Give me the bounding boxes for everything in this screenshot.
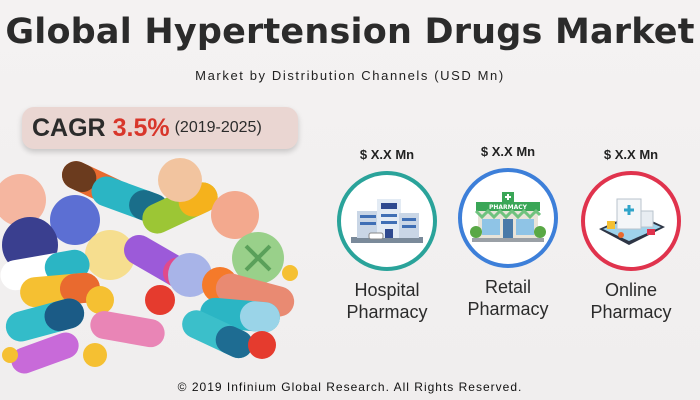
tablet-pill xyxy=(50,195,100,245)
channel-value: $ X.X Mn xyxy=(603,147,659,162)
hospital-icon xyxy=(351,199,423,243)
tablet-pill xyxy=(158,158,202,202)
channel-ring xyxy=(581,171,681,271)
tablet-pill xyxy=(86,286,114,314)
cagr-badge: CAGR 3.5% (2019-2025) xyxy=(22,107,298,149)
channel-name-line2: Pharmacy xyxy=(346,302,428,322)
tablet-pill xyxy=(211,191,259,239)
tablet-pill xyxy=(2,347,18,363)
tablet-pill xyxy=(145,285,175,315)
capsule-pill xyxy=(182,310,253,359)
cagr-value: 3.5% xyxy=(112,113,170,142)
tablet-pill xyxy=(0,174,46,226)
page-title: Global Hypertension Drugs Market xyxy=(5,12,695,52)
page-subtitle: Market by Distribution Channels (USD Mn) xyxy=(195,68,505,83)
channel-name-line1: Retail xyxy=(484,277,532,297)
channel-retail-pharmacy: $ X.X Mn PHARMACY Retail Pharmacy xyxy=(443,144,573,320)
channel-ring: PHARMACY xyxy=(458,168,558,268)
capsule-pill xyxy=(11,332,79,374)
tablet-pill xyxy=(85,230,135,280)
channel-online-pharmacy: $ X.X Mn Online Pharmacy xyxy=(566,147,696,323)
pharmacy-sign: PHARMACY xyxy=(489,204,528,211)
tablet-pill xyxy=(248,331,276,359)
channel-name-line1: Online xyxy=(604,280,658,300)
cagr-label: CAGR xyxy=(32,113,106,142)
channel-value: $ X.X Mn xyxy=(480,144,536,159)
tablet-pill xyxy=(168,253,212,297)
capsule-pill xyxy=(90,311,165,348)
channel-value: $ X.X Mn xyxy=(359,147,415,162)
channel-name-line1: Hospital xyxy=(354,280,420,300)
cagr-period: (2019-2025) xyxy=(174,119,262,136)
tablet-pill xyxy=(83,343,107,367)
retail-pharmacy-icon: PHARMACY xyxy=(470,192,546,242)
pills-illustration xyxy=(0,158,298,374)
channel-hospital-pharmacy: $ X.X Mn Hospital Pharmacy xyxy=(322,147,452,323)
channel-name-line2: Pharmacy xyxy=(467,299,549,319)
copyright-footer: © 2019 Infinium Global Research. All Rig… xyxy=(177,380,523,394)
tablet-pill xyxy=(282,265,298,281)
online-pharmacy-icon xyxy=(599,198,665,245)
capsule-pill xyxy=(5,298,85,342)
channel-ring xyxy=(337,171,437,271)
channel-name-line2: Pharmacy xyxy=(590,302,672,322)
